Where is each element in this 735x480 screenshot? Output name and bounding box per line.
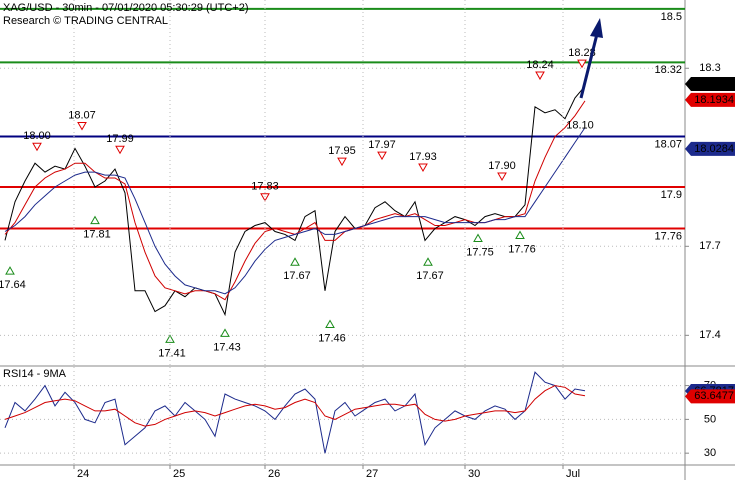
low-label: 17.67: [416, 270, 444, 282]
low-marker: [515, 230, 525, 239]
high-label: 17.83: [251, 181, 279, 193]
low-marker: [325, 319, 335, 329]
level-label: 17.76: [654, 230, 682, 242]
low-marker: [220, 328, 230, 337]
series-line: [4, 371, 586, 454]
series-line: [4, 127, 586, 295]
value-tag-label: 63.6477: [694, 390, 734, 402]
high-marker: [535, 71, 545, 81]
high-label: 17.95: [328, 145, 356, 157]
high-label: 17.97: [368, 139, 396, 151]
value-tag: [685, 77, 735, 92]
high-label: 18.07: [68, 109, 96, 121]
low-marker: [473, 233, 483, 242]
y-tick-label: 18.3: [699, 62, 720, 74]
low-label: 17.81: [83, 229, 111, 241]
x-tick-label: 24: [77, 468, 89, 480]
high-marker: [377, 151, 387, 161]
low-marker: [290, 257, 300, 266]
high-marker: [77, 122, 87, 131]
high-marker: [32, 142, 42, 152]
y-tick-label: 50: [704, 413, 716, 425]
chart-subtitle: Research © TRADING CENTRAL: [3, 15, 168, 27]
low-label: 17.43: [213, 341, 241, 353]
value-tag-label: 18.2468: [694, 78, 734, 90]
high-label: 18.00: [23, 130, 51, 142]
low-marker: [5, 266, 15, 275]
value-tag-label: 18.1934: [694, 94, 734, 106]
high-marker: [418, 163, 428, 173]
ma-label: 18.10: [566, 120, 594, 132]
low-label: 17.41: [158, 347, 186, 359]
high-label: 18.28: [568, 47, 596, 59]
level-label: 18.32: [654, 64, 682, 76]
low-marker: [90, 215, 100, 225]
level-label: 17.9: [661, 189, 682, 201]
low-label: 17.46: [318, 332, 346, 344]
value-tag: [685, 389, 735, 404]
high-marker: [115, 145, 125, 155]
high-label: 17.90: [488, 160, 516, 172]
indicator-title: RSI14 - 9MA: [3, 368, 67, 380]
high-label: 17.93: [409, 151, 437, 163]
level-label: 18.5: [661, 11, 682, 23]
low-marker: [165, 334, 175, 343]
x-tick-label: 27: [366, 468, 378, 480]
projection-arrow: [579, 33, 599, 99]
series-line: [4, 85, 586, 317]
high-label: 17.99: [106, 133, 134, 145]
high-marker: [337, 157, 347, 167]
low-label: 17.67: [283, 270, 311, 282]
high-marker: [260, 193, 270, 202]
x-tick-label: 30: [468, 468, 480, 480]
chart-title: XAG/USD - 30min - 07/01/2020 05:30:29 (U…: [3, 2, 248, 14]
value-tag: [685, 141, 735, 156]
x-tick-label: 25: [173, 468, 185, 480]
x-tick-label: 26: [268, 468, 280, 480]
value-tag: [685, 92, 735, 107]
level-label: 18.07: [654, 138, 682, 150]
x-tick-label: Jul: [566, 468, 580, 480]
low-marker: [423, 257, 433, 266]
value-tag-label: 18.0284: [694, 143, 734, 155]
y-tick-label: 30: [704, 447, 716, 459]
high-marker: [497, 172, 507, 181]
y-tick-label: 17.4: [699, 329, 720, 341]
low-label: 17.64: [0, 279, 26, 291]
y-tick-label: 17.7: [699, 240, 720, 252]
projection-arrowhead: [590, 18, 603, 38]
high-label: 18.24: [526, 59, 554, 71]
series-line: [4, 385, 586, 427]
high-marker: [577, 59, 587, 69]
low-label: 17.75: [466, 246, 494, 258]
low-label: 17.76: [508, 243, 536, 255]
